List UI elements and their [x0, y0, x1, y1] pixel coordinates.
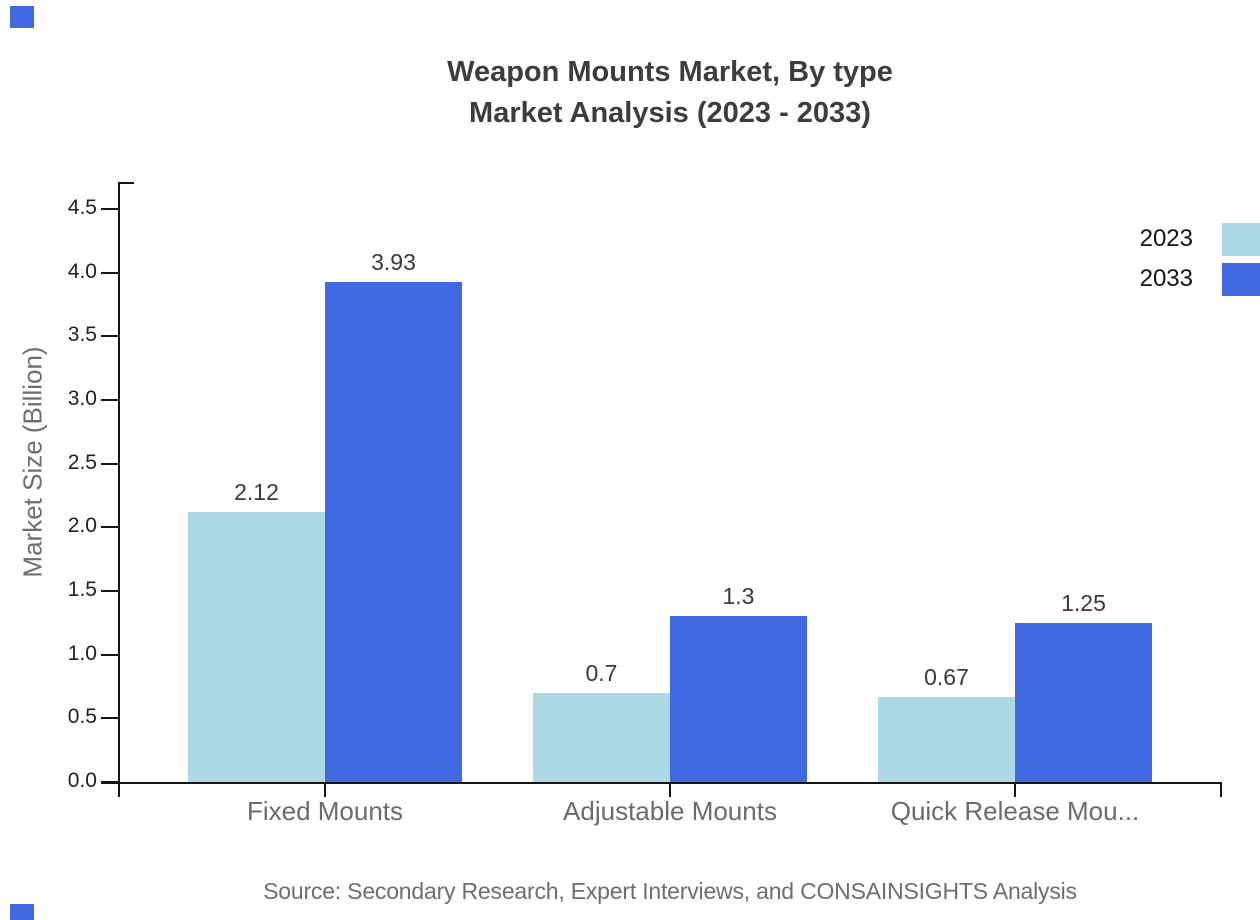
y-tick	[101, 335, 118, 338]
legend-label-2033: 2033	[1139, 265, 1193, 292]
legend-swatch-2033	[1222, 262, 1260, 296]
y-tick	[101, 462, 118, 465]
bar-value-2023: 0.67	[924, 664, 969, 690]
x-tick	[1014, 784, 1016, 797]
y-tick-label: 0.5	[67, 705, 97, 729]
y-axis-top-cap	[118, 182, 134, 184]
y-tick-label: 3.0	[67, 387, 97, 410]
bar-2033	[1015, 623, 1152, 782]
y-tick-label: 1.5	[67, 578, 97, 601]
source-note-text: Source: Secondary Research, Expert Inter…	[263, 878, 1077, 904]
y-tick-label: 0.0	[67, 769, 97, 792]
legend-swatch-2023	[1222, 222, 1260, 256]
x-category-label: Adjustable Mounts	[563, 796, 777, 826]
bar-2023	[878, 697, 1015, 782]
plot-area: 0.0 0.5 1.0 1.5 2.0 2.5 3.0 3.5 4.0 4.5 2.12 3.93 Fi…	[68, 182, 1222, 826]
bar-value-2033: 3.93	[371, 249, 416, 275]
legend-item-2023: 2023	[1140, 219, 1260, 259]
bar-value-2033: 1.3	[722, 583, 755, 609]
y-tick-label: 3.5	[67, 323, 97, 347]
x-axis-end-tick	[1220, 784, 1222, 797]
legend-label-2023: 2023	[1139, 225, 1193, 252]
x-tick	[669, 784, 671, 797]
y-tick	[101, 653, 118, 656]
brand-corner-mark-bottom	[10, 904, 34, 920]
source-note: Source: Secondary Research, Expert Inter…	[80, 878, 1260, 905]
y-tick-label: 2.0	[67, 514, 97, 538]
y-tick	[101, 526, 118, 529]
legend-item-2033: 2033	[1140, 259, 1260, 299]
x-tick	[324, 784, 326, 797]
chart-title-line2: Market Analysis (2023 - 2033)	[469, 97, 871, 129]
y-tick	[101, 717, 118, 720]
y-tick-label: 4.5	[67, 196, 97, 219]
y-tick-label: 1.0	[67, 641, 97, 665]
y-axis-line	[118, 182, 120, 797]
y-tick	[101, 781, 118, 783]
bar-2033	[670, 616, 807, 782]
brand-corner-mark-top	[10, 6, 34, 28]
chart-title: Weapon Mounts Market, By type Market Ana…	[80, 52, 1260, 134]
y-tick	[101, 399, 118, 401]
x-category-label: Fixed Mounts	[246, 796, 404, 826]
x-category-label: Quick Release Mou...	[890, 796, 1140, 826]
bar-value-2023: 2.12	[234, 479, 279, 505]
bar-2033	[325, 282, 462, 782]
x-axis-line	[101, 782, 1222, 784]
y-tick	[101, 271, 118, 274]
bar-2023	[533, 693, 670, 782]
y-tick	[101, 208, 118, 210]
legend: 2023 2033	[1140, 219, 1260, 299]
chart-title-line1: Weapon Mounts Market, By type	[447, 56, 893, 88]
y-tick	[101, 590, 118, 592]
y-tick-label: 2.5	[67, 450, 97, 474]
bar-2023	[188, 512, 325, 782]
y-tick-label: 4.0	[67, 259, 97, 283]
bar-value-2033: 1.25	[1061, 590, 1106, 616]
bar-value-2023: 0.7	[585, 660, 618, 686]
